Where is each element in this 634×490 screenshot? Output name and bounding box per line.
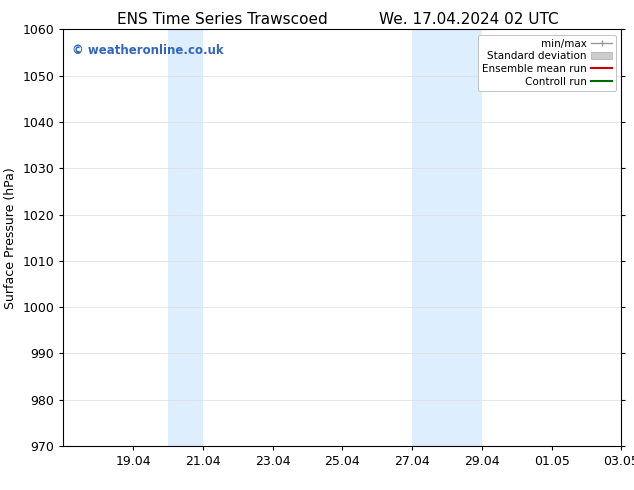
Text: We. 17.04.2024 02 UTC: We. 17.04.2024 02 UTC xyxy=(379,12,559,27)
Y-axis label: Surface Pressure (hPa): Surface Pressure (hPa) xyxy=(4,167,17,309)
Text: ENS Time Series Trawscoed: ENS Time Series Trawscoed xyxy=(117,12,327,27)
Text: © weatheronline.co.uk: © weatheronline.co.uk xyxy=(72,44,223,57)
Legend: min/max, Standard deviation, Ensemble mean run, Controll run: min/max, Standard deviation, Ensemble me… xyxy=(478,35,616,91)
Bar xyxy=(168,29,203,446)
Bar xyxy=(412,29,482,446)
